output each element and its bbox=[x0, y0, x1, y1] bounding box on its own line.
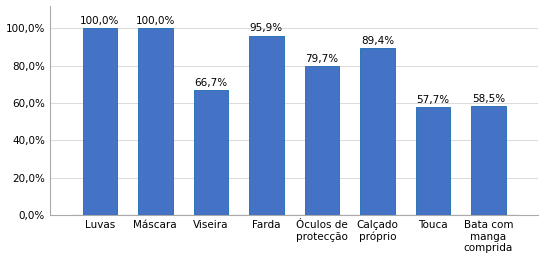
Text: 100,0%: 100,0% bbox=[80, 16, 120, 26]
Text: 58,5%: 58,5% bbox=[472, 93, 505, 104]
Text: 89,4%: 89,4% bbox=[361, 36, 394, 46]
Bar bbox=[360, 48, 394, 215]
Bar bbox=[194, 90, 228, 215]
Text: 95,9%: 95,9% bbox=[250, 24, 283, 33]
Bar bbox=[305, 66, 339, 215]
Text: 66,7%: 66,7% bbox=[194, 78, 227, 88]
Bar bbox=[83, 28, 117, 215]
Bar bbox=[138, 28, 172, 215]
Text: 79,7%: 79,7% bbox=[305, 54, 338, 64]
Text: 100,0%: 100,0% bbox=[135, 16, 175, 26]
Bar bbox=[471, 106, 506, 215]
Bar bbox=[416, 107, 450, 215]
Bar bbox=[249, 36, 283, 215]
Text: 57,7%: 57,7% bbox=[416, 95, 449, 105]
